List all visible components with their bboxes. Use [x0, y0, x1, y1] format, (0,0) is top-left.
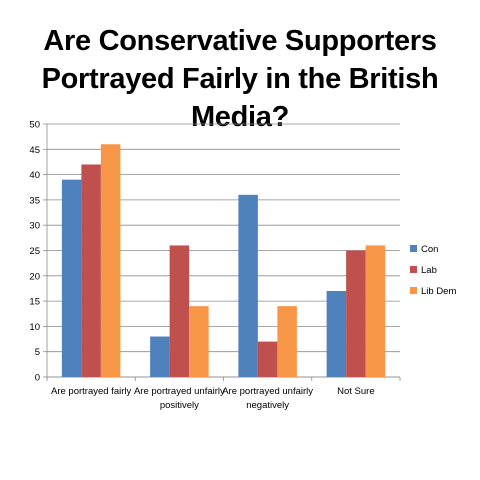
y-tick-label: 10	[29, 322, 40, 333]
y-tick-label: 45	[29, 145, 40, 156]
bar-con	[326, 290, 347, 377]
x-tick-label: Are portrayed unfairly	[134, 386, 225, 397]
legend-label: Con	[421, 244, 438, 255]
x-tick-label: positively	[160, 400, 199, 411]
legend-swatch	[410, 266, 417, 273]
bar-lab	[346, 250, 366, 377]
legend-label: Lib Dem	[421, 286, 456, 297]
bar-lib-dem	[189, 306, 209, 377]
x-tick-label: Are portrayed unfairly	[222, 386, 313, 397]
chart-title: Are Conservative Supporters Portrayed Fa…	[0, 22, 480, 136]
x-tick-label: Are portrayed fairly	[51, 386, 132, 397]
bar-lab	[81, 164, 101, 377]
legend-swatch	[410, 287, 417, 294]
y-tick-label: 30	[29, 221, 40, 232]
chart-title-line-2: Portrayed Fairly in the British Media?	[41, 63, 439, 133]
chart-title-line-1: Are Conservative Supporters	[43, 25, 437, 57]
y-tick-label: 35	[29, 195, 40, 206]
bar-con	[150, 336, 170, 377]
y-tick-label: 0	[35, 373, 40, 384]
y-tick-label: 40	[29, 170, 40, 181]
y-tick-label: 50	[29, 120, 40, 131]
bar-lib-dem	[100, 144, 121, 377]
bar-lab	[169, 245, 190, 377]
x-tick-label: negatively	[246, 400, 289, 411]
y-tick-label: 25	[29, 246, 40, 257]
y-tick-label: 15	[29, 297, 40, 308]
bar-lab	[257, 341, 278, 377]
y-tick-label: 20	[29, 271, 40, 282]
bar-con	[238, 194, 258, 377]
legend-label: Lab	[421, 265, 437, 276]
y-tick-label: 5	[35, 347, 40, 358]
bar-lib-dem	[365, 245, 386, 377]
x-tick-label: Not Sure	[337, 386, 375, 397]
bar-lib-dem	[277, 306, 297, 377]
legend-swatch	[410, 245, 417, 252]
bar-con	[61, 179, 82, 377]
